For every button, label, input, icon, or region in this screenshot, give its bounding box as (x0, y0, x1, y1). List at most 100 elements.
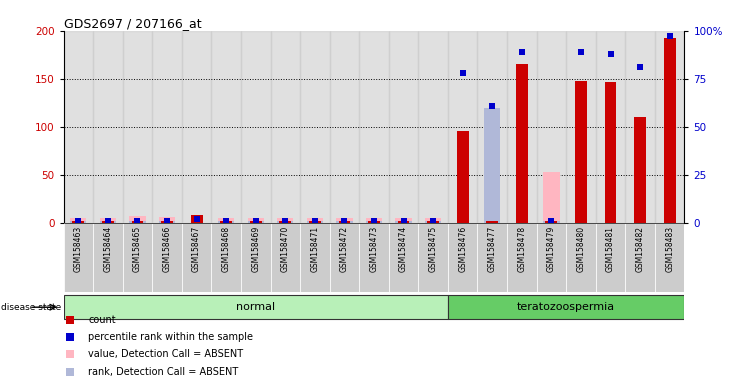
FancyBboxPatch shape (595, 223, 625, 292)
Bar (418, 31, 448, 223)
FancyBboxPatch shape (94, 223, 123, 292)
Bar (278, 218, 293, 223)
Text: GSM158472: GSM158472 (340, 226, 349, 272)
Bar (250, 221, 262, 223)
Bar (248, 218, 264, 223)
Text: GSM158482: GSM158482 (636, 226, 645, 272)
Bar (543, 221, 560, 223)
FancyBboxPatch shape (271, 223, 300, 292)
Bar (159, 221, 175, 223)
Bar (212, 31, 241, 223)
FancyBboxPatch shape (153, 223, 182, 292)
Bar (123, 31, 153, 223)
Bar (398, 221, 409, 223)
Bar (595, 31, 625, 223)
FancyBboxPatch shape (389, 223, 418, 292)
FancyBboxPatch shape (241, 223, 271, 292)
Bar (300, 31, 330, 223)
Text: GSM158464: GSM158464 (103, 226, 112, 272)
Bar (218, 221, 234, 223)
FancyBboxPatch shape (654, 223, 684, 292)
Bar (425, 221, 441, 223)
Bar (339, 221, 350, 223)
Text: GSM158466: GSM158466 (162, 226, 171, 272)
Bar (396, 218, 411, 223)
Bar (280, 221, 291, 223)
Bar (337, 218, 352, 223)
FancyBboxPatch shape (64, 295, 448, 319)
Bar (368, 221, 380, 223)
Bar (654, 31, 684, 223)
Bar (220, 221, 232, 223)
Text: GSM158463: GSM158463 (74, 226, 83, 272)
FancyBboxPatch shape (212, 223, 241, 292)
Bar (182, 31, 212, 223)
Bar (366, 221, 382, 223)
FancyBboxPatch shape (448, 295, 684, 319)
Bar (427, 221, 439, 223)
Bar (64, 31, 94, 223)
FancyBboxPatch shape (566, 223, 595, 292)
Text: GSM158480: GSM158480 (577, 226, 586, 272)
Bar (448, 31, 477, 223)
Bar (70, 221, 87, 223)
Bar (359, 31, 389, 223)
Bar (543, 172, 560, 223)
Bar (99, 218, 116, 223)
Bar (278, 221, 293, 223)
Bar (271, 31, 300, 223)
Bar (516, 65, 528, 223)
Bar (575, 81, 587, 223)
FancyBboxPatch shape (477, 223, 507, 292)
Text: GSM158471: GSM158471 (310, 226, 319, 272)
Bar (566, 31, 595, 223)
Bar (159, 217, 175, 223)
Bar (307, 221, 323, 223)
FancyBboxPatch shape (64, 223, 94, 292)
Bar (132, 221, 144, 223)
Text: teratozoospermia: teratozoospermia (517, 302, 615, 312)
Text: GSM158465: GSM158465 (133, 226, 142, 272)
Bar (307, 218, 323, 223)
FancyBboxPatch shape (123, 223, 153, 292)
Bar (129, 221, 146, 223)
Bar (389, 31, 418, 223)
Text: GSM158469: GSM158469 (251, 226, 260, 272)
FancyBboxPatch shape (625, 223, 654, 292)
FancyBboxPatch shape (300, 223, 330, 292)
Text: GSM158476: GSM158476 (459, 226, 468, 272)
Bar (248, 221, 264, 223)
Text: GSM158467: GSM158467 (192, 226, 201, 272)
FancyBboxPatch shape (448, 223, 477, 292)
Bar (663, 38, 675, 223)
Text: GSM158470: GSM158470 (280, 226, 289, 272)
Bar (545, 221, 557, 223)
FancyBboxPatch shape (536, 223, 566, 292)
FancyBboxPatch shape (507, 223, 536, 292)
Bar (70, 218, 87, 223)
Text: GSM158477: GSM158477 (488, 226, 497, 272)
Text: GSM158474: GSM158474 (399, 226, 408, 272)
Bar (366, 218, 382, 223)
Bar (425, 218, 441, 223)
Text: normal: normal (236, 302, 275, 312)
Bar (337, 221, 352, 223)
Bar (218, 218, 234, 223)
Bar (625, 31, 654, 223)
Bar (94, 31, 123, 223)
Bar (191, 215, 203, 223)
Text: GSM158473: GSM158473 (370, 226, 378, 272)
Bar (604, 82, 616, 223)
Bar (102, 221, 114, 223)
Bar (396, 221, 411, 223)
Text: percentile rank within the sample: percentile rank within the sample (88, 332, 254, 342)
Bar (457, 131, 468, 223)
FancyBboxPatch shape (182, 223, 212, 292)
Text: GSM158481: GSM158481 (606, 226, 615, 272)
Bar (241, 31, 271, 223)
FancyBboxPatch shape (330, 223, 359, 292)
Bar (153, 31, 182, 223)
Bar (507, 31, 536, 223)
Bar (536, 31, 566, 223)
Bar (309, 221, 321, 223)
